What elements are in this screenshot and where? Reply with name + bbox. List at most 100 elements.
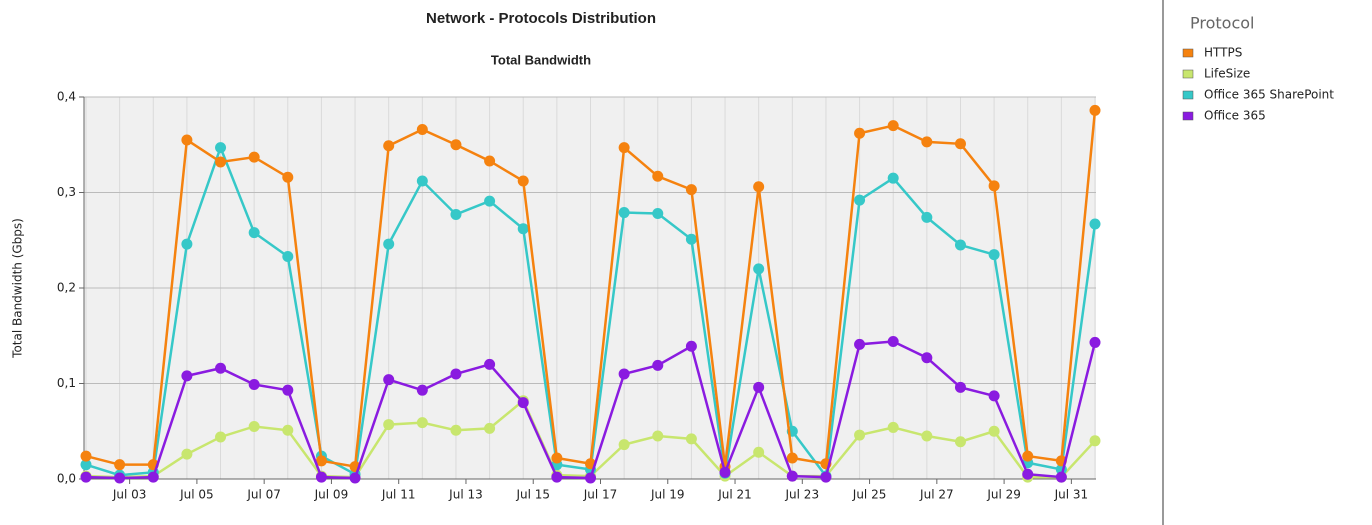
data-point bbox=[887, 335, 899, 347]
data-point bbox=[248, 420, 260, 432]
data-point bbox=[786, 452, 798, 464]
x-tick-label: Jul 03 bbox=[112, 488, 147, 502]
x-tick-label: Jul 25 bbox=[852, 488, 887, 502]
data-point bbox=[820, 471, 832, 483]
data-point bbox=[921, 352, 933, 364]
data-point bbox=[80, 459, 92, 471]
data-point bbox=[416, 175, 428, 187]
data-point bbox=[685, 233, 697, 245]
data-point bbox=[315, 471, 327, 483]
data-point bbox=[854, 127, 866, 139]
data-point bbox=[450, 139, 462, 151]
data-point bbox=[517, 175, 529, 187]
x-tick-label: Jul 17 bbox=[583, 488, 618, 502]
data-point bbox=[215, 362, 227, 374]
data-point bbox=[1055, 471, 1067, 483]
data-point bbox=[685, 433, 697, 445]
data-point bbox=[181, 238, 193, 250]
x-tick-label: Jul 29 bbox=[986, 488, 1021, 502]
x-tick-label: Jul 07 bbox=[246, 488, 281, 502]
x-tick-label: Jul 05 bbox=[179, 488, 214, 502]
y-tick-label: 0,3 bbox=[57, 185, 76, 199]
data-point bbox=[315, 455, 327, 467]
y-axis-label: Total Bandwidth (Gbps) bbox=[11, 218, 25, 359]
legend-swatch bbox=[1182, 69, 1194, 79]
data-point bbox=[652, 430, 664, 442]
data-point bbox=[719, 466, 731, 478]
data-point bbox=[753, 446, 765, 458]
data-point bbox=[282, 250, 294, 262]
x-tick-label: Jul 19 bbox=[650, 488, 685, 502]
data-point bbox=[921, 211, 933, 223]
y-tick-label: 0,2 bbox=[57, 281, 76, 295]
data-point bbox=[248, 227, 260, 239]
legend-label: HTTPS bbox=[1204, 46, 1242, 60]
data-point bbox=[248, 378, 260, 390]
data-point bbox=[114, 472, 126, 484]
data-point bbox=[80, 471, 92, 483]
chart-title: Network - Protocols Distribution bbox=[426, 10, 656, 27]
data-point bbox=[854, 429, 866, 441]
data-point bbox=[450, 208, 462, 220]
x-tick-label: Jul 27 bbox=[919, 488, 954, 502]
legend-swatch bbox=[1182, 90, 1194, 100]
data-point bbox=[652, 359, 664, 371]
data-point bbox=[988, 425, 1000, 437]
data-point bbox=[1089, 218, 1101, 230]
data-point bbox=[484, 358, 496, 370]
y-tick-label: 0,0 bbox=[57, 472, 76, 486]
data-point bbox=[954, 436, 966, 448]
data-point bbox=[1089, 435, 1101, 447]
legend-swatch bbox=[1182, 48, 1194, 58]
data-point bbox=[585, 472, 596, 484]
data-point bbox=[551, 471, 563, 483]
data-point bbox=[484, 195, 496, 207]
x-tick-label: Jul 15 bbox=[515, 488, 550, 502]
legend-title: Protocol bbox=[1190, 14, 1254, 33]
data-point bbox=[854, 194, 866, 206]
data-point bbox=[383, 374, 395, 386]
x-tick-label: Jul 31 bbox=[1054, 488, 1089, 502]
data-point bbox=[517, 397, 529, 409]
data-point bbox=[954, 138, 966, 150]
data-point bbox=[753, 263, 765, 275]
data-point bbox=[181, 370, 193, 382]
legend-label: LifeSize bbox=[1204, 67, 1250, 81]
data-point bbox=[349, 472, 361, 484]
data-point bbox=[652, 208, 664, 220]
data-point bbox=[484, 155, 496, 167]
data-point bbox=[215, 156, 227, 168]
legend-label: Office 365 bbox=[1204, 109, 1266, 123]
x-tick-label: Jul 21 bbox=[717, 488, 752, 502]
data-point bbox=[887, 120, 899, 132]
data-point bbox=[753, 181, 765, 193]
data-point bbox=[80, 450, 92, 462]
data-point bbox=[921, 136, 933, 148]
data-point bbox=[887, 421, 899, 433]
data-point bbox=[383, 140, 395, 152]
data-point bbox=[383, 238, 395, 250]
data-point bbox=[383, 419, 395, 431]
data-point bbox=[282, 424, 294, 436]
data-point bbox=[551, 452, 563, 464]
data-point bbox=[1022, 450, 1034, 462]
data-point bbox=[988, 390, 1000, 402]
data-point bbox=[416, 123, 428, 135]
data-point bbox=[215, 431, 227, 443]
data-point bbox=[618, 368, 630, 380]
data-point bbox=[450, 368, 462, 380]
data-point bbox=[618, 142, 630, 154]
data-point bbox=[450, 424, 462, 436]
data-point bbox=[282, 171, 294, 183]
chart-subtitle: Total Bandwidth bbox=[491, 52, 591, 67]
data-point bbox=[1089, 104, 1101, 116]
data-point bbox=[652, 170, 664, 182]
data-point bbox=[685, 340, 697, 352]
legend-swatch bbox=[1182, 111, 1194, 121]
data-point bbox=[618, 207, 630, 219]
data-point bbox=[282, 384, 294, 396]
data-point bbox=[786, 470, 798, 482]
data-point bbox=[517, 223, 529, 235]
data-point bbox=[114, 459, 126, 471]
